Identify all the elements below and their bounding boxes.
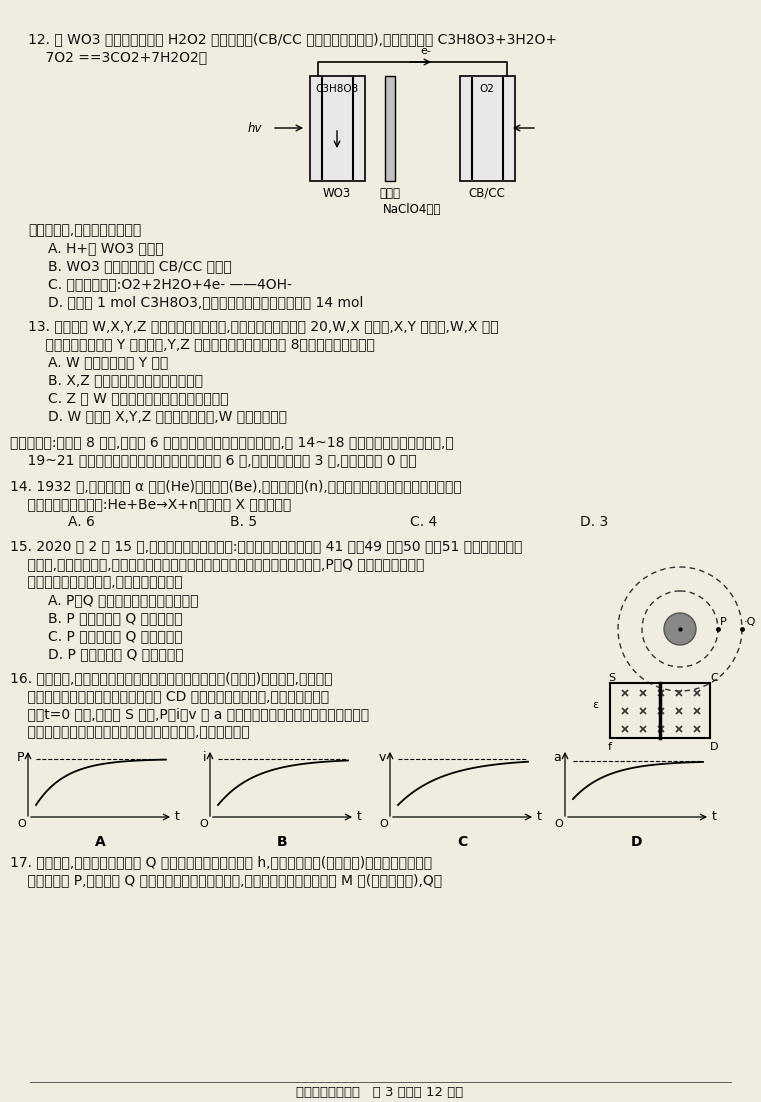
Text: 二、选择题:本题共 8 小题,每小题 6 分。在每小题给出的四个选项中,第 14~18 题只有一项符合题目要求,第: 二、选择题:本题共 8 小题,每小题 6 分。在每小题给出的四个选项中,第 14… [10, 435, 454, 449]
Text: hv: hv [247, 121, 262, 134]
Text: 16. 如图所示,固定于绝缘水平面内的光滑平行金属导轨(足够长)电阻不计,导轨间存: 16. 如图所示,固定于绝缘水平面内的光滑平行金属导轨(足够长)电阻不计,导轨间… [10, 671, 333, 685]
Text: 质子膜: 质子膜 [380, 187, 400, 199]
Text: C. 正极发生反应:O2+2H2O+4e- ——4OH-: C. 正极发生反应:O2+2H2O+4e- ——4OH- [48, 277, 292, 291]
Text: 15. 2020 年 2 月 15 日,北斗运控一线发来战报:北斗卫星导航系统的第 41 颗、49 颗、50 颗、51 颗卫星已完成在: 15. 2020 年 2 月 15 日,北斗运控一线发来战报:北斗卫星导航系统的… [10, 539, 522, 553]
Text: B. X,Z 形成的化合物的水溶液呈碱性: B. X,Z 形成的化合物的水溶液呈碱性 [48, 372, 203, 387]
Text: O: O [379, 819, 388, 829]
Text: S: S [608, 673, 615, 683]
Text: O: O [18, 819, 26, 829]
Text: t: t [357, 810, 362, 823]
Text: t: t [175, 810, 180, 823]
Text: 外电子数之和等于 Y 的质子数,Y,Z 的最外层电子数之和等于 8。下列说法正确的是: 外电子数之和等于 Y 的质子数,Y,Z 的最外层电子数之和等于 8。下列说法正确… [28, 337, 375, 352]
Text: WO3: WO3 [323, 187, 351, 199]
Text: t: t [712, 810, 717, 823]
Text: 电流、导体棒的速度和加速度。下列四幅图中,可能正确的是: 电流、导体棒的速度和加速度。下列四幅图中,可能正确的是 [10, 725, 250, 739]
Text: D: D [710, 742, 718, 752]
Text: ·Q: ·Q [744, 617, 756, 627]
Text: D. P 的加速度比 Q 的加速度大: D. P 的加速度比 Q 的加速度大 [48, 647, 183, 661]
Text: NaClO4溶液: NaClO4溶液 [383, 203, 441, 216]
Text: 送带的左端 P,滑块到达 Q 点后恰好不再与传送带接触,离开传送带落到地面上的 M 点(图中未画出),Q、: 送带的左端 P,滑块到达 Q 点后恰好不再与传送带接触,离开传送带落到地面上的 … [10, 873, 442, 887]
Text: 13. 主族元素 W,X,Y,Z 的原子序数依次增大,且原子序数均不超过 20,W,X 同周期,X,Y 同主族,W,X 的核: 13. 主族元素 W,X,Y,Z 的原子序数依次增大,且原子序数均不超过 20,… [28, 318, 498, 333]
Text: 装置工作时,下列说法正确的是: 装置工作时,下列说法正确的是 [28, 223, 142, 237]
Text: 龟三理科综合试卷   第 3 页（共 12 页）: 龟三理科综合试卷 第 3 页（共 12 页） [296, 1085, 463, 1099]
Text: 12. 用 WO3 作光催化剂制备 H2O2 的装置如图(CB/CC 为负载炭黑的碳布),电池总反应为 C3H8O3+3H2O+: 12. 用 WO3 作光催化剂制备 H2O2 的装置如图(CB/CC 为负载炭黑… [28, 32, 557, 46]
Text: A. P、Q 运行过程中的距离保持不变: A. P、Q 运行过程中的距离保持不变 [48, 593, 199, 607]
Text: e-: e- [420, 46, 431, 56]
Text: D. W 分别与 X,Y,Z 形成的化合物中,W 的化合价相同: D. W 分别与 X,Y,Z 形成的化合物中,W 的化合价相同 [48, 409, 287, 423]
Text: A. W 的单质沸点比 Y 的高: A. W 的单质沸点比 Y 的高 [48, 355, 168, 369]
Text: B. WO3 极上的电势比 CB/CC 上的高: B. WO3 极上的电势比 CB/CC 上的高 [48, 259, 232, 273]
Text: B: B [277, 835, 288, 849]
Text: v: v [379, 750, 386, 764]
Text: P: P [17, 750, 24, 764]
Text: 19~21 题有多项符合题目要求。全部选对的得 6 分,选对但不全的得 3 分,有选错的得 0 分。: 19~21 题有多项符合题目要求。全部选对的得 6 分,选对但不全的得 3 分,… [10, 453, 416, 467]
Text: 17. 如图所示,水平传送带的右端 Q 与水平地面间的高度差为 h,现将一小滑块(视为质点)无初速度地放在传: 17. 如图所示,水平传送带的右端 Q 与水平地面间的高度差为 h,现将一小滑块… [10, 855, 432, 869]
Bar [460, 76, 515, 181]
Text: f: f [608, 742, 612, 752]
Text: A. H+向 WO3 极移动: A. H+向 WO3 极移动 [48, 241, 164, 255]
Text: O: O [199, 819, 208, 829]
Text: 好。t=0 时刻,将开关 S 闭合,P、i、v 和 a 分别表示导体棒的电功率、导体棒中的: 好。t=0 时刻,将开关 S 闭合,P、i、v 和 a 分别表示导体棒的电功率、… [10, 707, 369, 721]
Text: C: C [710, 673, 718, 683]
Text: C. Z 与 W 形成的化合物中一定不含共价键: C. Z 与 W 形成的化合物中一定不含共价键 [48, 391, 228, 406]
Text: 速圆周运动的北斗卫星,下列说法正确的是: 速圆周运动的北斗卫星,下列说法正确的是 [10, 575, 183, 588]
Text: i: i [202, 750, 206, 764]
Text: 7O2 ==3CO2+7H2O2。: 7O2 ==3CO2+7H2O2。 [28, 50, 207, 64]
Text: 在方向竖直向下的匀强磁场。导体棒 CD 垂直于导轨静止放置,且与导轨接触良: 在方向竖直向下的匀强磁场。导体棒 CD 垂直于导轨静止放置,且与导轨接触良 [10, 689, 329, 703]
Text: A: A [94, 835, 105, 849]
Text: D. 3: D. 3 [580, 515, 608, 529]
Bar [385, 76, 395, 181]
Text: t: t [537, 810, 542, 823]
Text: ε: ε [592, 700, 598, 710]
Text: 奖。该核反应方程为:He+Be→X+n。原子核 X 的中子数为: 奖。该核反应方程为:He+Be→X+n。原子核 X 的中子数为 [10, 497, 291, 511]
Text: C. 4: C. 4 [410, 515, 438, 529]
Text: CB/CC: CB/CC [469, 187, 505, 199]
Text: a: a [553, 750, 561, 764]
Text: O2: O2 [479, 84, 495, 94]
Text: B. 5: B. 5 [230, 515, 257, 529]
Text: D. 每消耗 1 mol C3H8O3,理论上转移电子的物质的量为 14 mol: D. 每消耗 1 mol C3H8O3,理论上转移电子的物质的量为 14 mol [48, 295, 363, 309]
Text: 轨测试,正式入网工作,继续提升北斗卫星导航系统稳定运行服务能力。如图所示,P、Q 为两颗绕地球做匀: 轨测试,正式入网工作,继续提升北斗卫星导航系统稳定运行服务能力。如图所示,P、Q… [10, 557, 425, 571]
Text: P: P [720, 617, 727, 627]
Text: O: O [554, 819, 563, 829]
Text: C: C [457, 835, 467, 849]
Bar [310, 76, 365, 181]
Text: C. P 的角速度比 Q 的角速度小: C. P 的角速度比 Q 的角速度小 [48, 629, 183, 642]
Text: 14. 1932 年,查德威克用 α 粒子(He)袭击铍核(Be),发现了中子(n),并因这一伟大发现获得诺贝尔物理学: 14. 1932 年,查德威克用 α 粒子(He)袭击铍核(Be),发现了中子(… [10, 479, 462, 493]
Text: B. P 的线速度比 Q 的线速度小: B. P 的线速度比 Q 的线速度小 [48, 611, 183, 625]
Text: C3H8O3: C3H8O3 [315, 84, 358, 94]
Circle shape [664, 613, 696, 645]
Text: A. 6: A. 6 [68, 515, 95, 529]
Text: D: D [632, 835, 643, 849]
